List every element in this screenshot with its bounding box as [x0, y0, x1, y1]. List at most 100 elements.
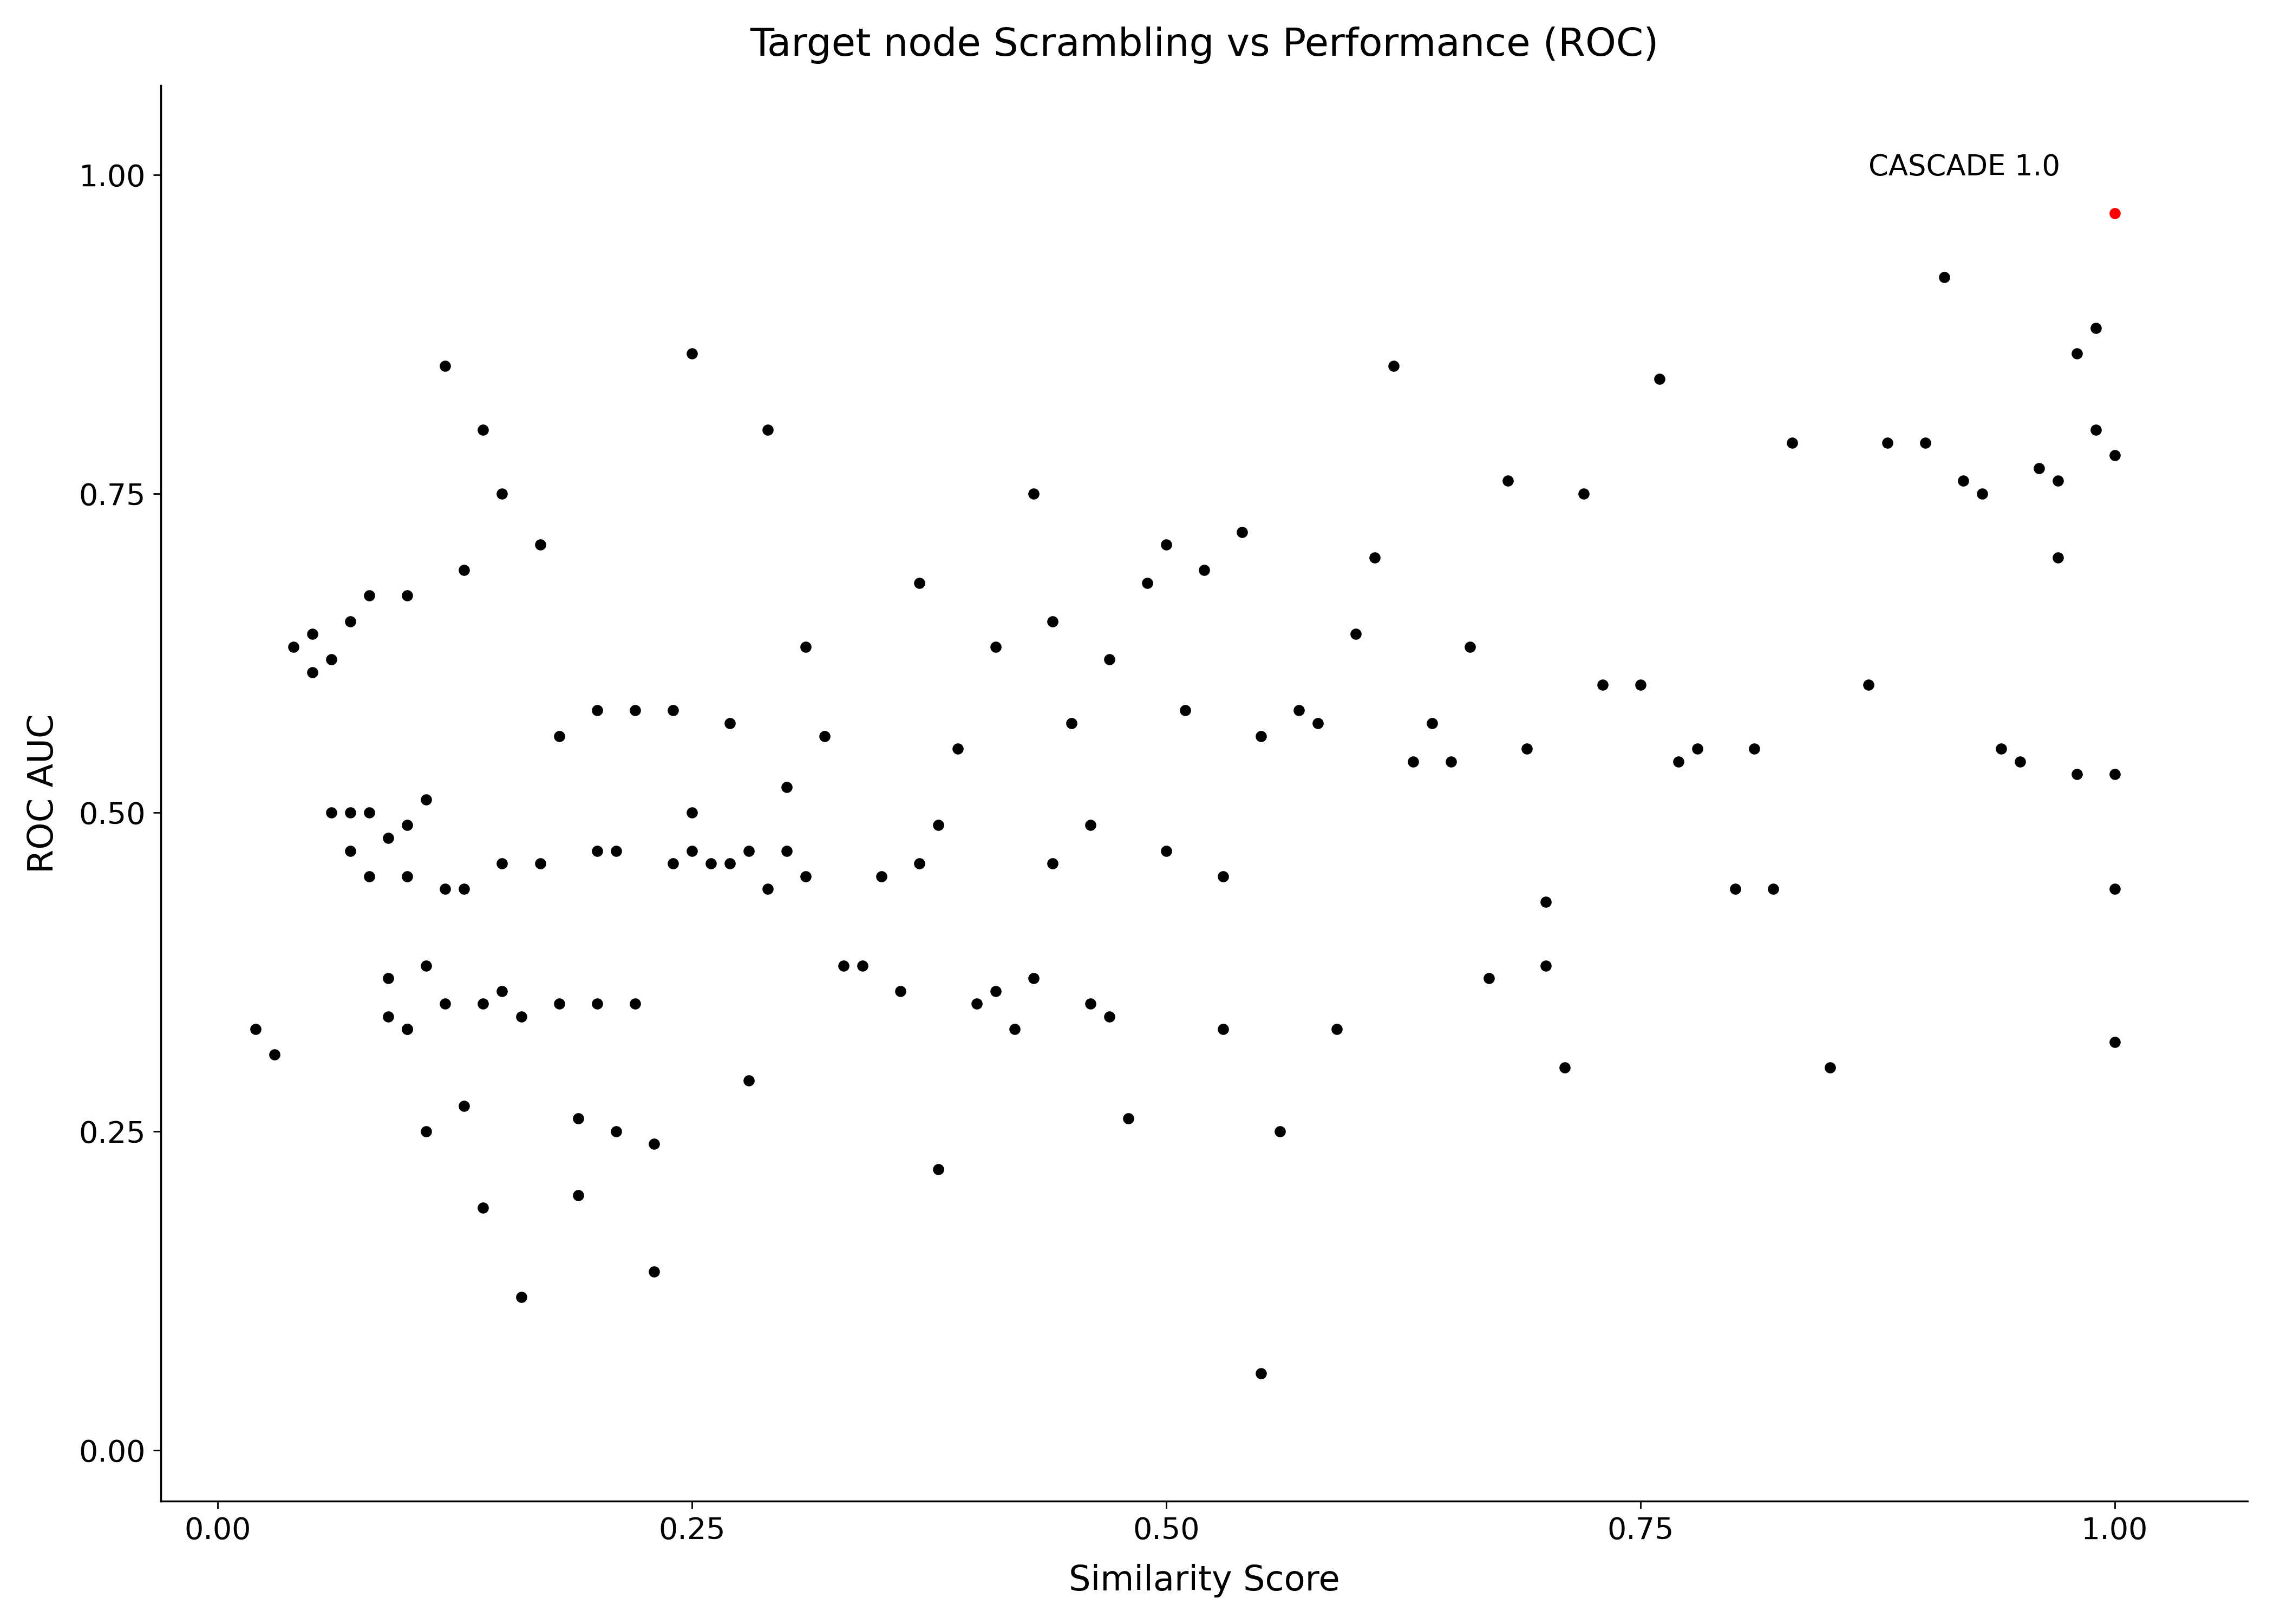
Point [580, 697, 616, 723]
Point [694, 851, 730, 877]
Point [257, 1041, 293, 1067]
Point [293, 659, 330, 685]
Point [503, 1004, 539, 1030]
Point [484, 851, 521, 877]
Point [2058, 762, 2094, 788]
Point [844, 953, 880, 979]
Point [996, 1017, 1032, 1043]
Point [407, 953, 443, 979]
Point [332, 799, 368, 825]
Point [559, 1182, 596, 1208]
Point [1394, 749, 1430, 775]
Point [1642, 365, 1678, 391]
Point [1071, 991, 1107, 1017]
Point [1244, 1361, 1280, 1387]
Point [712, 851, 748, 877]
Point [464, 991, 500, 1017]
Point [655, 851, 691, 877]
Point [598, 838, 634, 864]
Point [901, 570, 937, 596]
Point [1528, 888, 1565, 914]
Point [1053, 710, 1089, 736]
Point [1433, 749, 1469, 775]
Point [1756, 875, 1792, 901]
Point [1508, 736, 1544, 762]
Point [293, 620, 330, 646]
Point [673, 838, 709, 864]
Point [807, 723, 844, 749]
Point [1471, 965, 1508, 991]
Point [673, 341, 709, 367]
Point [1851, 672, 1887, 698]
Point [1869, 430, 1906, 456]
Point [389, 812, 425, 838]
Point [1965, 481, 2001, 507]
Point [1717, 875, 1753, 901]
Point [1358, 544, 1394, 570]
Point [864, 864, 901, 890]
Point [1014, 481, 1051, 507]
Point [236, 1017, 273, 1043]
Point [1280, 697, 1317, 723]
Point [389, 864, 425, 890]
Point [978, 633, 1014, 659]
Title: Target node Scrambling vs Performance (ROC): Target node Scrambling vs Performance (R… [750, 26, 1658, 63]
Point [939, 736, 976, 762]
Point [1205, 1017, 1242, 1043]
X-axis label: Similarity Score: Similarity Score [1069, 1564, 1339, 1598]
Point [769, 838, 805, 864]
Point [559, 1106, 596, 1132]
Point [1092, 1004, 1128, 1030]
Point [1071, 812, 1107, 838]
Point [1565, 481, 1601, 507]
Point [332, 838, 368, 864]
Point [1148, 838, 1185, 864]
Point [1414, 710, 1451, 736]
Point [446, 557, 482, 583]
Point [1678, 736, 1715, 762]
Point [787, 864, 823, 890]
Point [1546, 1054, 1583, 1080]
Point [1621, 672, 1658, 698]
Point [825, 953, 862, 979]
Point [1205, 864, 1242, 890]
Point [350, 583, 387, 609]
Point [1092, 646, 1128, 672]
Point [428, 991, 464, 1017]
Point [541, 723, 578, 749]
Point [1451, 633, 1487, 659]
Y-axis label: ROC AUC: ROC AUC [27, 713, 59, 874]
Point [750, 417, 787, 443]
Point [1660, 749, 1696, 775]
Point [598, 1119, 634, 1145]
Point [503, 1285, 539, 1311]
Point [769, 775, 805, 801]
Point [673, 799, 709, 825]
Point [1167, 697, 1203, 723]
Point [464, 1195, 500, 1221]
Point [2097, 875, 2133, 901]
Point [1908, 430, 1944, 456]
Point [1262, 1119, 1298, 1145]
Point [921, 812, 957, 838]
Point [712, 710, 748, 736]
Point [484, 481, 521, 507]
Point [1376, 352, 1412, 378]
Point [350, 799, 387, 825]
Point [2078, 315, 2115, 341]
Point [371, 965, 407, 991]
Point [523, 531, 559, 557]
Point [275, 633, 312, 659]
Point [1926, 265, 1962, 291]
Point [389, 1017, 425, 1043]
Point [1130, 570, 1167, 596]
Point [655, 697, 691, 723]
Point [2097, 200, 2133, 226]
Point [957, 991, 994, 1017]
Point [1319, 1017, 1355, 1043]
Point [1035, 609, 1071, 635]
Point [350, 864, 387, 890]
Point [580, 991, 616, 1017]
Point [1187, 557, 1223, 583]
Point [1585, 672, 1621, 698]
